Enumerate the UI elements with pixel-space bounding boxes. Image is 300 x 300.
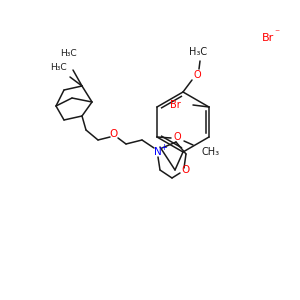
Text: O: O <box>173 132 181 142</box>
Text: Br: Br <box>262 33 274 43</box>
Text: N: N <box>154 147 162 157</box>
Text: H₃C: H₃C <box>189 47 207 57</box>
Text: O: O <box>182 165 190 175</box>
Text: +: + <box>160 142 167 152</box>
Text: H₃C: H₃C <box>50 64 66 73</box>
Text: Br: Br <box>170 100 181 110</box>
Text: CH₃: CH₃ <box>201 147 219 157</box>
Text: H₃C: H₃C <box>60 50 76 58</box>
Text: O: O <box>110 129 118 139</box>
Text: ⁻: ⁻ <box>274 28 279 38</box>
Text: O: O <box>193 70 201 80</box>
